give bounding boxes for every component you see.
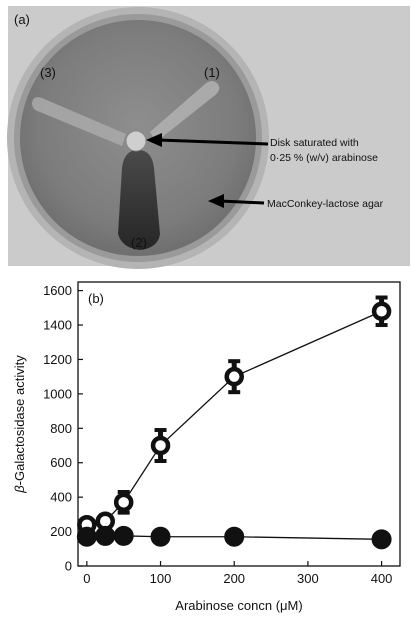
y-axis-label-beta: β: [12, 485, 27, 494]
agar-annotation: MacConkey-lactose agar: [267, 198, 384, 210]
y-tick-label: 200: [50, 524, 72, 539]
series-line: [86, 310, 382, 526]
panel-b-label: (b): [88, 291, 104, 306]
data-point-filled: [76, 526, 97, 547]
data-point-open: [224, 366, 244, 387]
streak-label-2: (2): [131, 235, 147, 250]
plot-frame: [77, 281, 401, 567]
x-tick-label: 300: [297, 571, 319, 586]
x-tick-label: 0: [83, 571, 90, 586]
panel-a: (a) (1) (2) (3) Disk saturated with 0·25…: [7, 6, 410, 269]
y-axis: 0 200 400 600 800 1000 1200 1400 1600: [43, 283, 83, 574]
data-point-open: [371, 301, 392, 322]
panel-b-chart: (b) 0 100 200 300 400 0 200 400 600 800 1000 1200 1…: [12, 281, 401, 613]
arabinose-disk: [125, 130, 147, 152]
x-tick-label: 100: [150, 571, 172, 586]
disk-arrow: [146, 133, 269, 147]
y-tick-label: 400: [50, 490, 72, 505]
series-1: [77, 295, 392, 535]
data-point-filled: [113, 525, 134, 546]
data-point-open: [150, 435, 171, 456]
disk-annotation-line2: 0·25 % (w/v) arabinose: [270, 152, 378, 164]
streak-label-1: (1): [204, 65, 220, 80]
data-point-filled: [371, 529, 392, 550]
data-point-filled: [224, 526, 245, 547]
streak-3: [32, 97, 126, 146]
disk-annotation-line1: Disk saturated with: [270, 137, 359, 149]
data-point-filled: [95, 525, 116, 546]
x-axis-label: Arabinose concn (μM): [175, 598, 302, 613]
y-tick-label: 800: [50, 421, 72, 436]
x-tick-label: 400: [371, 571, 393, 586]
y-axis-label-rest: -Galactosidase activity: [12, 355, 27, 486]
agar-arrow: [208, 194, 265, 208]
series-layer: [76, 295, 392, 550]
y-tick-label: 1600: [43, 283, 72, 298]
streak-label-3: (3): [40, 65, 56, 80]
y-tick-label: 1000: [43, 386, 72, 401]
x-tick-label: 200: [223, 571, 245, 586]
y-tick-label: 1200: [43, 352, 72, 367]
y-tick-label: 0: [65, 559, 72, 574]
y-tick-label: 1400: [43, 318, 72, 333]
y-axis-label: β-Galactosidase activity: [12, 355, 27, 494]
streak-1: [150, 81, 220, 142]
data-point-open: [113, 492, 134, 513]
series-2: [76, 525, 392, 550]
streak-2: [118, 150, 160, 250]
panel-a-label: (a): [14, 12, 30, 27]
y-tick-label: 600: [50, 455, 72, 470]
data-point-filled: [150, 526, 171, 547]
x-axis: 0 100 200 300 400: [83, 561, 392, 586]
